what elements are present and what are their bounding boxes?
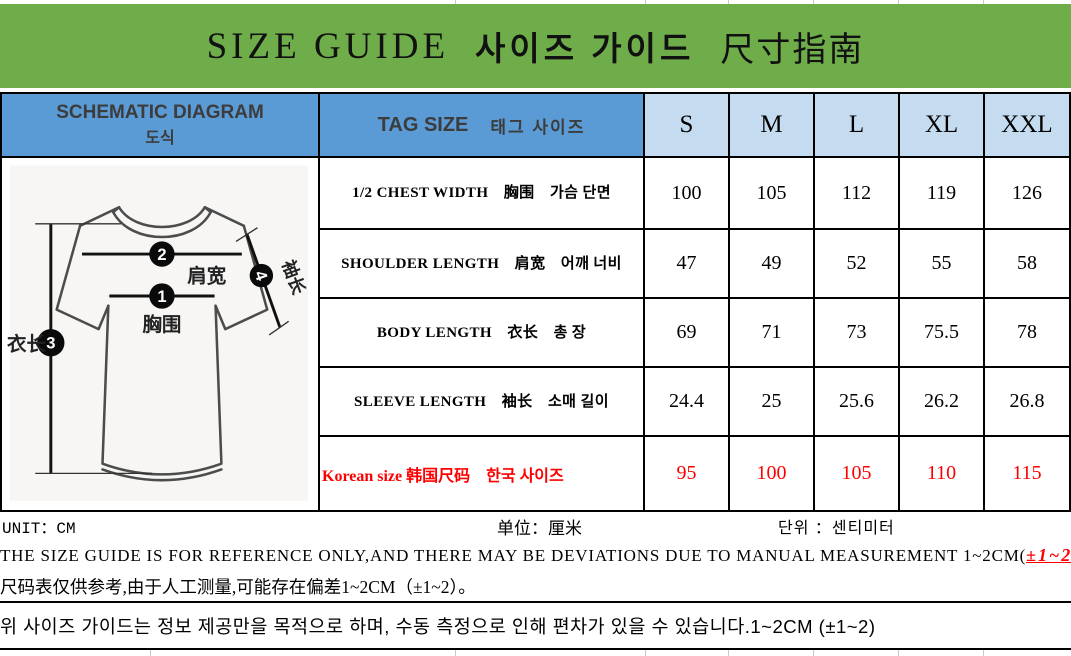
chest-number: 1 (157, 287, 166, 306)
korean-size-value-s: 95 (645, 437, 728, 510)
unit-line: UNIT：CM 单位：厘米 단위 ：센티미터 (0, 512, 1071, 542)
row-label-body-length: BODY LENGTH 衣长 총 장 (320, 299, 643, 366)
sleeve-value-xl: 26.2 (900, 368, 983, 435)
shoulder-value-s: 47 (645, 230, 728, 297)
bottom-gridline-strip (0, 650, 1071, 656)
body-length-value-s: 69 (645, 299, 728, 366)
shoulder-value-l: 52 (815, 230, 898, 297)
korean-size-value-xxl: 115 (985, 437, 1069, 510)
banner-table-gap (0, 88, 1071, 92)
sleeve-value-l: 25.6 (815, 368, 898, 435)
chest-value-xxl: 126 (985, 158, 1069, 228)
tag-size-label-ko: 태그 사이즈 (490, 117, 586, 137)
reference-note-korean: 위 사이즈 가이드는 정보 제공만을 목적으로 하며, 수동 측정으로 인해 편… (0, 603, 1071, 650)
body-length-value-l: 73 (815, 299, 898, 366)
size-header-s: S (645, 94, 728, 156)
body-length-value-m: 71 (730, 299, 813, 366)
top-gridline-strip (0, 0, 1071, 4)
tshirt-diagram-svg: 2 1 3 4 肩宽 胸围 衣长 袖长 (7, 165, 309, 501)
korean-size-value-m: 100 (730, 437, 813, 510)
shoulder-value-xxl: 58 (985, 230, 1069, 297)
chest-value-s: 100 (645, 158, 728, 228)
body-length-value-xl: 75.5 (900, 299, 983, 366)
note-en-tolerance: ±1~2 (1026, 545, 1071, 565)
title-banner: SIZE GUIDE 사이즈 가이드 尺寸指南 (0, 4, 1071, 88)
note-en-main: THE SIZE GUIDE IS FOR REFERENCE ONLY,AND… (0, 546, 1027, 565)
shoulder-value-m: 49 (730, 230, 813, 297)
size-header-xxl: XXL (985, 94, 1069, 156)
chest-label: 胸围 (142, 313, 181, 336)
title-english: SIZE GUIDE (206, 25, 450, 67)
row-label-korean-size: Korean size 韩国尺码 한국 사이즈 (320, 437, 643, 510)
sleeve-value-xxl: 26.8 (985, 368, 1069, 435)
size-header-l: L (815, 94, 898, 156)
schematic-header-cell: SCHEMATIC DIAGRAM 도식 (2, 94, 318, 156)
korean-size-value-l: 105 (815, 437, 898, 510)
row-label-sleeve-length: SLEEVE LENGTH 袖长 소매 길이 (320, 368, 643, 435)
sleeve-value-m: 25 (730, 368, 813, 435)
tag-size-label-en: TAG SIZE (377, 113, 469, 136)
shoulder-width-label: 肩宽 (187, 264, 226, 287)
schematic-header-ko: 도식 (145, 130, 175, 147)
shoulder-value-xl: 55 (900, 230, 983, 297)
row-label-chest: 1/2 CHEST WIDTH 胸围 가슴 단면 (320, 158, 643, 228)
chest-value-l: 112 (815, 158, 898, 228)
chest-value-xl: 119 (900, 158, 983, 228)
title-chinese: 尺寸指南 (720, 31, 865, 69)
reference-note-chinese: 尺码表仅供参考,由于人工测量,可能存在偏差1~2CM（±1~2）。 (0, 572, 1071, 603)
body-length-value-xxl: 78 (985, 299, 1069, 366)
shoulder-number: 2 (157, 245, 166, 264)
schematic-header-en: SCHEMATIC DIAGRAM (56, 102, 264, 123)
unit-korean: 단위 ：센티미터 (778, 520, 895, 537)
tshirt-schematic-diagram: 2 1 3 4 肩宽 胸围 衣长 袖长 (2, 158, 318, 510)
size-table: SCHEMATIC DIAGRAM 도식 TAG SIZE 태그 사이즈 S M… (0, 92, 1071, 512)
sleeve-value-s: 24.4 (645, 368, 728, 435)
row-label-shoulder: SHOULDER LENGTH 肩宽 어깨 너비 (320, 230, 643, 297)
body-length-label: 衣长 (7, 333, 46, 356)
korean-size-value-xl: 110 (900, 437, 983, 510)
reference-note-english: THE SIZE GUIDE IS FOR REFERENCE ONLY,AND… (0, 542, 1071, 572)
tag-size-header-cell: TAG SIZE 태그 사이즈 (320, 94, 643, 156)
unit-chinese: 单位：厘米 (497, 519, 582, 538)
length-number: 3 (46, 334, 55, 353)
chest-value-m: 105 (730, 158, 813, 228)
size-header-m: M (730, 94, 813, 156)
title-korean: 사이즈 가이드 (475, 30, 695, 67)
size-header-xl: XL (900, 94, 983, 156)
unit-english: UNIT：CM (2, 520, 76, 538)
